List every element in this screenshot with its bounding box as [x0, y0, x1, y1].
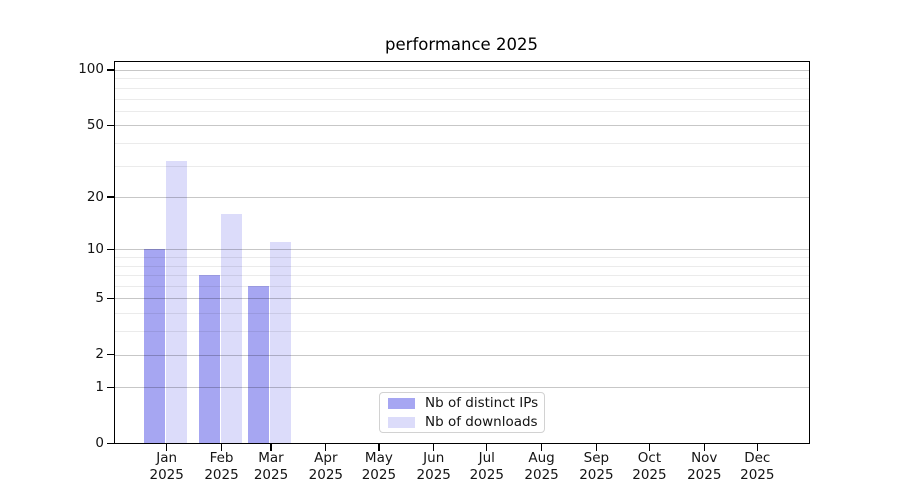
y-gridline-minor-70: [114, 98, 810, 100]
legend-label-downloads: Nb of downloads: [425, 414, 538, 430]
x-tick-label-mar: Mar 2025: [239, 450, 303, 483]
x-tick-label-may: May 2025: [347, 450, 411, 483]
x-tick-month: Oct: [637, 450, 662, 466]
y-gridline-minor-7: [114, 275, 810, 277]
x-tick-year: 2025: [308, 466, 344, 483]
x-tick-may: [378, 443, 380, 451]
y-tick-label-1: 1: [95, 378, 104, 395]
x-tick-year: 2025: [204, 466, 239, 483]
legend-item-downloads: Nb of downloads: [388, 414, 544, 430]
y-gridline-minor-90: [114, 78, 810, 80]
y-tick-5: [106, 297, 114, 300]
x-tick-label-feb: Feb 2025: [190, 450, 254, 483]
y-tick-1: [106, 386, 114, 389]
chart-title: performance 2025: [385, 35, 538, 54]
x-tick-month: Jun: [423, 450, 445, 466]
y-gridline-100: [114, 69, 810, 71]
x-tick-nov: [703, 443, 705, 451]
legend-item-distinct-ips: Nb of distinct IPs: [388, 395, 544, 411]
x-tick-feb: [220, 443, 223, 451]
x-tick-label-jun: Jun 2025: [402, 450, 466, 483]
y-gridline-minor-8: [114, 265, 810, 267]
x-tick-jul: [486, 443, 488, 451]
x-tick-year: 2025: [579, 466, 614, 483]
y-gridline-minor-3: [114, 331, 810, 333]
y-gridline-2: [114, 354, 810, 356]
x-tick-sep: [595, 443, 598, 451]
y-tick-label-50: 50: [86, 116, 104, 133]
y-tick-label-20: 20: [86, 188, 104, 205]
x-tick-year: 2025: [632, 466, 667, 483]
x-tick-label-oct: Oct 2025: [617, 450, 681, 483]
x-tick-month: Jan: [156, 450, 178, 466]
x-tick-month: Nov: [691, 450, 718, 466]
bar-nb-of-downloads-jan-2025: [165, 160, 187, 444]
x-tick-month: Mar: [258, 450, 284, 466]
y-tick-10: [106, 248, 114, 251]
bar-nb-of-downloads-feb-2025: [220, 214, 242, 444]
y-gridline-minor-9: [114, 257, 810, 259]
x-tick-label-jul: Jul 2025: [455, 450, 519, 483]
x-tick-year: 2025: [416, 466, 451, 483]
x-tick-dec: [756, 443, 758, 451]
x-tick-year: 2025: [687, 466, 722, 483]
x-tick-year: 2025: [524, 466, 559, 483]
y-gridline-minor-30: [114, 165, 810, 167]
y-tick-label-10: 10: [86, 240, 104, 257]
x-tick-month: May: [364, 450, 393, 466]
x-tick-jun: [433, 443, 435, 451]
x-tick-label-aug: Aug 2025: [510, 450, 574, 483]
x-tick-label-apr: Apr 2025: [294, 450, 358, 483]
legend: Nb of distinct IPs Nb of downloads: [379, 392, 545, 433]
y-gridline-20: [114, 197, 810, 199]
x-tick-year: 2025: [149, 466, 184, 483]
y-gridline-minor-4: [114, 313, 810, 315]
y-gridline-10: [114, 249, 810, 251]
x-tick-mar: [270, 443, 272, 451]
y-gridline-5: [114, 298, 810, 300]
y-tick-2: [106, 353, 114, 356]
y-tick-20: [106, 196, 114, 198]
x-tick-year: 2025: [469, 466, 504, 483]
x-tick-month: Aug: [528, 450, 555, 466]
y-tick-label-2: 2: [95, 346, 104, 363]
bar-nb-of-distinct-ips-jan-2025: [143, 249, 165, 444]
x-tick-label-nov: Nov 2025: [672, 450, 736, 483]
y-gridline-50: [114, 125, 810, 127]
x-tick-month: Jul: [478, 450, 495, 466]
legend-label-distinct-ips: Nb of distinct IPs: [425, 395, 539, 411]
x-tick-label-dec: Dec 2025: [725, 450, 789, 483]
x-tick-month: Feb: [209, 450, 234, 466]
legend-swatch-distinct-ips: [388, 397, 415, 409]
y-tick-label-0: 0: [95, 435, 104, 451]
y-gridline-1: [114, 387, 810, 389]
y-tick-label-5: 5: [95, 289, 104, 306]
x-tick-label-sep: Sep 2025: [564, 450, 628, 483]
bar-nb-of-downloads-mar-2025: [270, 242, 292, 444]
y-tick-label-100: 100: [78, 61, 104, 78]
x-tick-year: 2025: [361, 466, 397, 483]
y-tick-50: [106, 124, 114, 126]
y-tick-0: [106, 442, 114, 445]
x-tick-apr: [325, 443, 327, 451]
y-tick-100: [106, 69, 114, 71]
y-gridline-minor-80: [114, 87, 810, 89]
y-gridline-minor-6: [114, 286, 810, 288]
x-tick-year: 2025: [253, 466, 289, 483]
x-tick-year: 2025: [740, 466, 775, 483]
bar-nb-of-distinct-ips-feb-2025: [198, 275, 220, 444]
y-gridline-minor-60: [114, 110, 810, 112]
x-tick-aug: [540, 443, 543, 451]
x-tick-oct: [648, 443, 651, 451]
x-tick-month: Dec: [744, 450, 771, 466]
bar-nb-of-distinct-ips-mar-2025: [248, 286, 270, 444]
y-gridline-minor-40: [114, 142, 810, 144]
x-tick-label-jan: Jan 2025: [135, 450, 199, 483]
x-tick-month: Sep: [583, 450, 610, 466]
x-tick-jan: [166, 443, 168, 451]
legend-swatch-downloads: [388, 416, 415, 428]
x-tick-month: Apr: [314, 450, 338, 466]
